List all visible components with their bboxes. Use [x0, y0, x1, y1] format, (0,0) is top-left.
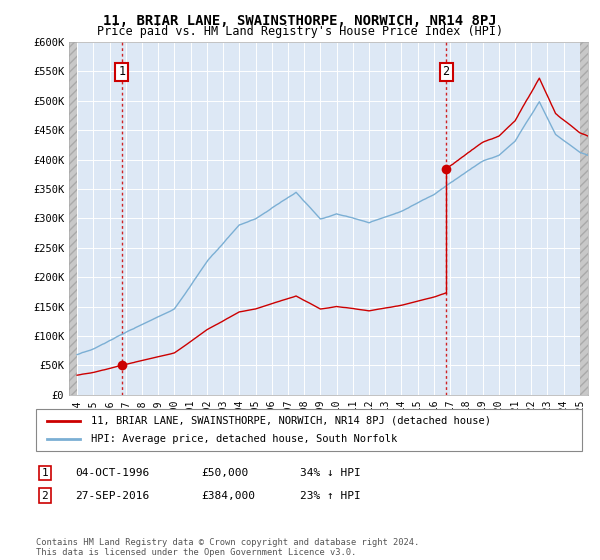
Text: 11, BRIAR LANE, SWAINSTHORPE, NORWICH, NR14 8PJ: 11, BRIAR LANE, SWAINSTHORPE, NORWICH, N… [103, 14, 497, 28]
Text: 1: 1 [41, 468, 49, 478]
Bar [580, 42, 588, 395]
Text: 1: 1 [118, 66, 125, 78]
Text: £50,000: £50,000 [201, 468, 248, 478]
Text: HPI: Average price, detached house, South Norfolk: HPI: Average price, detached house, Sout… [91, 434, 397, 444]
Text: 2: 2 [41, 491, 49, 501]
Text: 34% ↓ HPI: 34% ↓ HPI [300, 468, 361, 478]
Bar [69, 42, 77, 395]
Text: 23% ↑ HPI: 23% ↑ HPI [300, 491, 361, 501]
Text: 2: 2 [443, 66, 449, 78]
Text: 11, BRIAR LANE, SWAINSTHORPE, NORWICH, NR14 8PJ (detached house): 11, BRIAR LANE, SWAINSTHORPE, NORWICH, N… [91, 416, 491, 426]
Text: Price paid vs. HM Land Registry's House Price Index (HPI): Price paid vs. HM Land Registry's House … [97, 25, 503, 38]
Text: 27-SEP-2016: 27-SEP-2016 [75, 491, 149, 501]
Text: £384,000: £384,000 [201, 491, 255, 501]
Text: 04-OCT-1996: 04-OCT-1996 [75, 468, 149, 478]
Text: Contains HM Land Registry data © Crown copyright and database right 2024.
This d: Contains HM Land Registry data © Crown c… [36, 538, 419, 557]
FancyBboxPatch shape [36, 409, 582, 451]
